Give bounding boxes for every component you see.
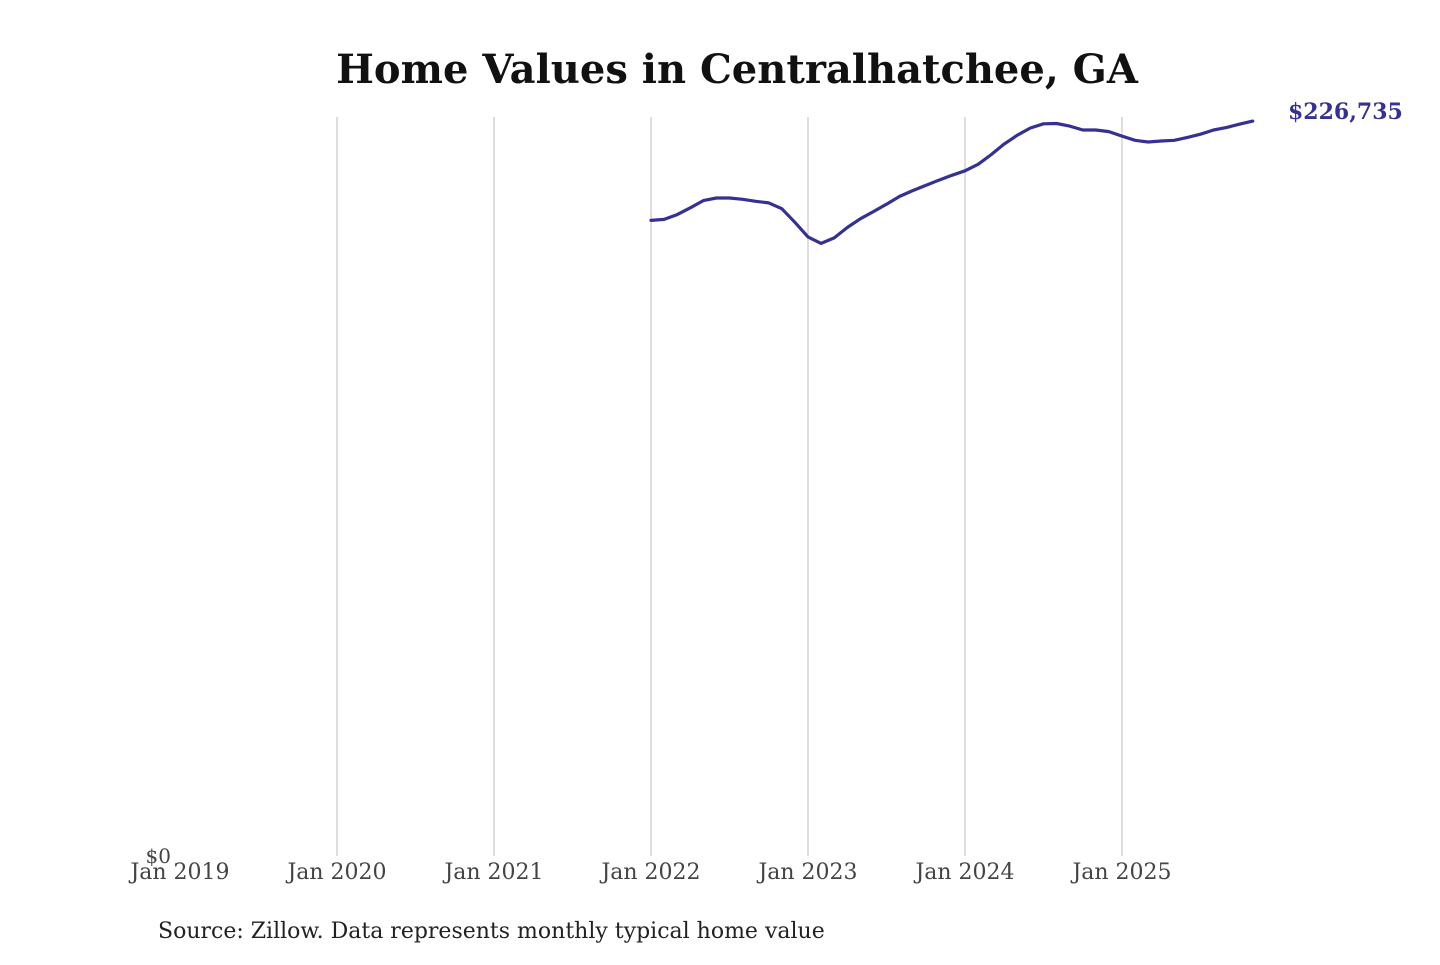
x-tick-label-2019: Jan 2019 [128, 860, 229, 885]
x-tick-label-2024: Jan 2024 [913, 860, 1014, 885]
x-axis-tick-labels: Jan 2019 Jan 2020 Jan 2021 Jan 2022 Jan 2023… [128, 860, 1171, 885]
x-tick-label-2025: Jan 2025 [1070, 860, 1171, 885]
y-tick-label-0: $0 [146, 844, 171, 868]
grid-lines [336, 117, 1123, 856]
chart-title: Home Values in Centralhatchee, GA [336, 46, 1139, 93]
end-value-label: $226,735 [1288, 99, 1403, 125]
x-tick-label-2020: Jan 2020 [285, 860, 386, 885]
x-tick-label-2022: Jan 2022 [599, 860, 700, 885]
x-tick-label-2023: Jan 2023 [756, 860, 857, 885]
x-tick-label-2021: Jan 2021 [442, 860, 543, 885]
series-line-0 [649, 119, 1255, 245]
series-layer [649, 119, 1255, 245]
y-axis-tick-labels: $0 [146, 844, 171, 868]
source-note: Source: Zillow. Data represents monthly … [158, 919, 825, 944]
